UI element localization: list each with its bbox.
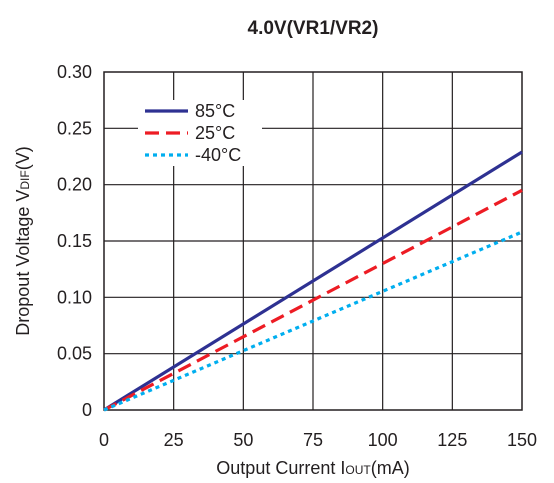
y-axis-label-sub: DIF bbox=[18, 170, 32, 189]
x-axis-label-main: Output Current I bbox=[216, 458, 345, 478]
x-axis-label: Output Current IOUT(mA) bbox=[216, 458, 409, 478]
series-line bbox=[103, 230, 523, 412]
x-tick-label: 125 bbox=[437, 430, 467, 450]
y-axis-label-unit: (V) bbox=[13, 146, 33, 170]
x-tick-label: 25 bbox=[164, 430, 184, 450]
y-axis-ticks: 0 0.05 0.10 0.15 0.20 0.25 0.30 bbox=[57, 62, 92, 420]
y-tick-label: 0.20 bbox=[57, 175, 92, 195]
y-tick-label: 0.25 bbox=[57, 118, 92, 138]
series-layer bbox=[103, 150, 523, 412]
x-tick-label: 150 bbox=[507, 430, 537, 450]
legend-bg bbox=[138, 122, 262, 144]
y-tick-label: 0.30 bbox=[57, 62, 92, 82]
legend-label: 25°C bbox=[195, 123, 235, 143]
x-axis-label-sub: OUT bbox=[345, 463, 371, 477]
x-axis-ticks: 0 25 50 75 100 125 150 bbox=[99, 430, 537, 450]
series-line bbox=[103, 188, 523, 412]
legend: 85°C25°C-40°C bbox=[138, 100, 262, 166]
y-tick-label: 0.15 bbox=[57, 231, 92, 251]
y-axis-label: Dropout Voltage VDIF(V) bbox=[13, 146, 33, 335]
y-axis-label-main: Dropout Voltage V bbox=[13, 190, 33, 336]
y-tick-label: 0 bbox=[82, 400, 92, 420]
x-tick-label: 50 bbox=[233, 430, 253, 450]
y-tick-label: 0.05 bbox=[57, 344, 92, 364]
chart-title: 4.0V(VR1/VR2) bbox=[248, 18, 379, 39]
x-tick-label: 0 bbox=[99, 430, 109, 450]
x-tick-label: 75 bbox=[303, 430, 323, 450]
legend-bg bbox=[138, 100, 262, 122]
legend-label: 85°C bbox=[195, 101, 235, 121]
x-tick-label: 100 bbox=[368, 430, 398, 450]
series-line bbox=[103, 150, 523, 412]
y-tick-label: 0.10 bbox=[57, 287, 92, 307]
x-axis-label-unit: (mA) bbox=[371, 458, 410, 478]
plot-frame bbox=[103, 71, 523, 411]
legend-label: -40°C bbox=[195, 145, 241, 165]
legend-bg bbox=[138, 144, 262, 166]
